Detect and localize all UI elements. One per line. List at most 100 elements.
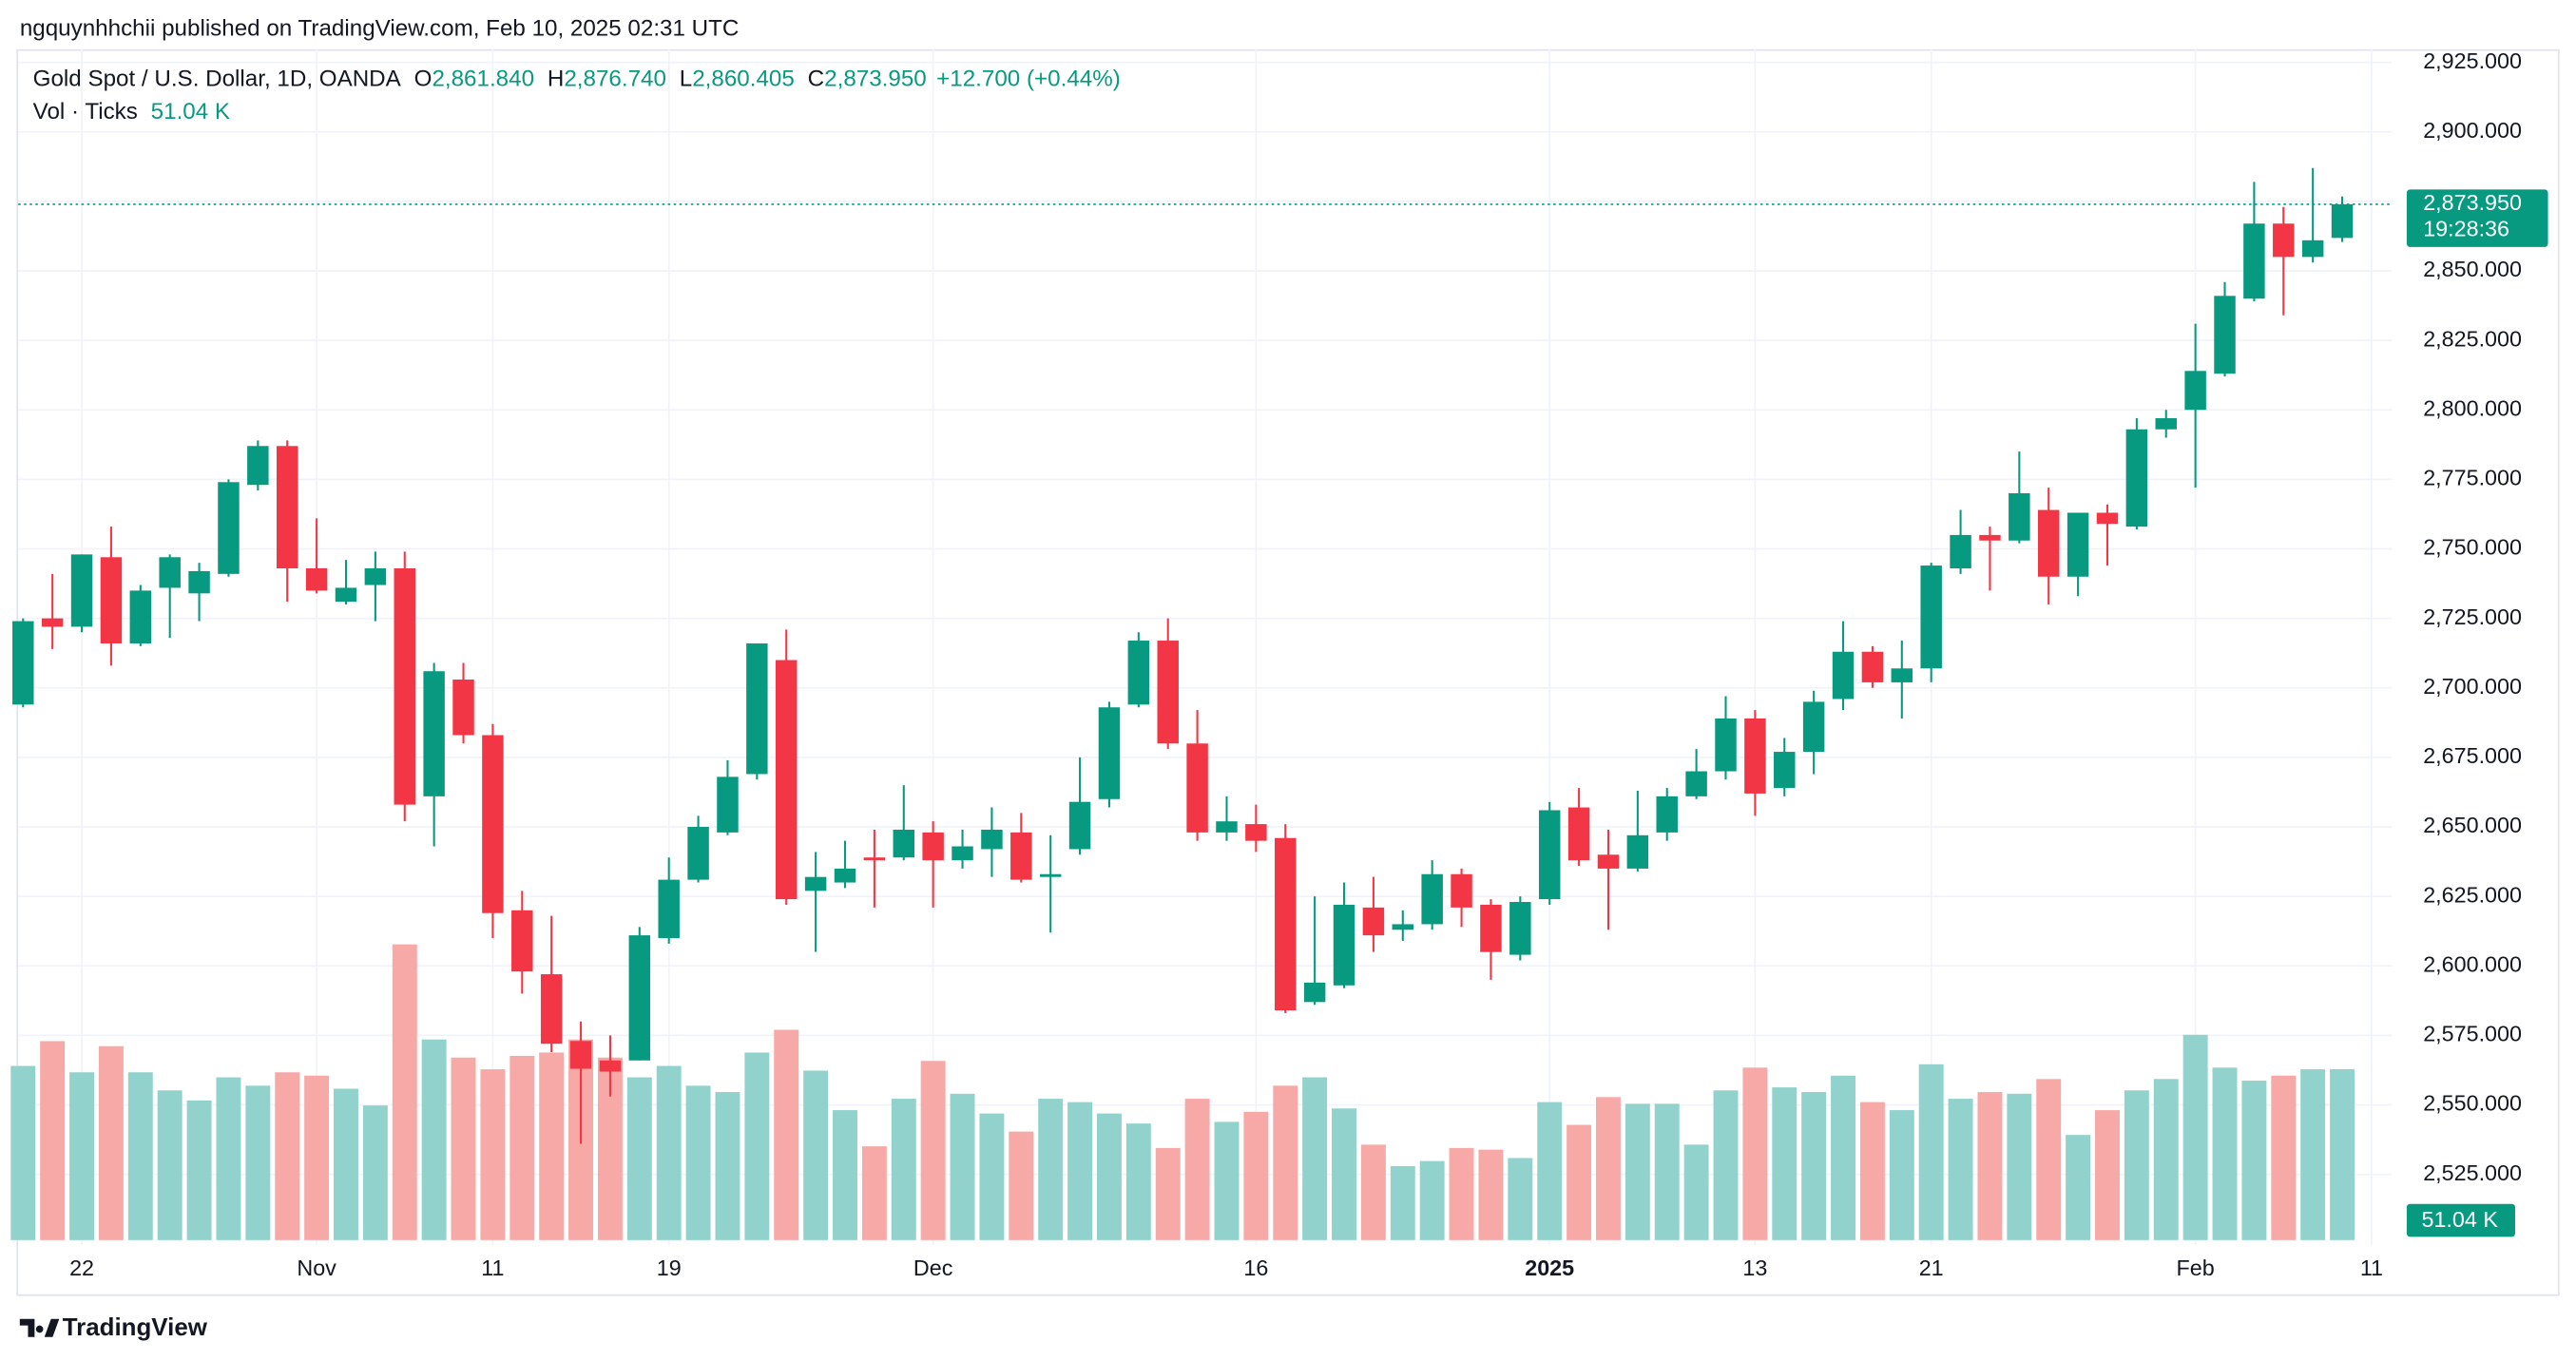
candle-body (1451, 873, 1472, 908)
ohlc-name: C (808, 67, 824, 92)
candle-body (12, 621, 34, 705)
volume-bar (1537, 1102, 1563, 1240)
candle-body (1832, 651, 1855, 700)
volume-bar (1801, 1092, 1827, 1240)
volume-bar (245, 1085, 271, 1240)
volume-bar (186, 1100, 212, 1240)
y-tick-label: 2,825.000 (2423, 326, 2522, 351)
x-tick-label: Nov (297, 1256, 336, 1280)
candle-body (41, 618, 64, 627)
candle-body (452, 679, 474, 736)
volume-bar (1125, 1123, 1151, 1240)
candle-body (1216, 821, 1238, 833)
volume-label-box (2406, 1203, 2515, 1237)
x-tick-label: 13 (1742, 1256, 1767, 1280)
grid (18, 48, 2393, 1245)
y-tick-label: 2,575.000 (2423, 1022, 2522, 1046)
volume-bar (2036, 1079, 2062, 1240)
y-tick-label: 2,550.000 (2423, 1091, 2522, 1116)
volume-bar (275, 1072, 300, 1240)
candle-body (1597, 854, 1620, 869)
y-tick-label: 2,750.000 (2423, 535, 2522, 560)
candle-body (305, 567, 328, 591)
change: +12.700 (+0.44%) (936, 67, 1121, 92)
candle-body (1950, 534, 1971, 568)
volume-bar (1742, 1067, 1768, 1240)
volume-bar (40, 1041, 66, 1240)
volume-bar (803, 1070, 829, 1240)
volume-bar (715, 1092, 740, 1240)
candle-body (1567, 807, 1590, 861)
candle-body (129, 590, 152, 643)
candle-body (1480, 904, 1502, 952)
volume-bar (1772, 1087, 1797, 1240)
volume-bar (1977, 1092, 2003, 1240)
volume-bar (2182, 1034, 2208, 1240)
candle-body (188, 570, 210, 594)
candle-body (1157, 641, 1179, 744)
ohlc-value: 2,860.405 (692, 67, 795, 92)
candle-body (628, 935, 651, 1061)
volume-bar (216, 1077, 241, 1240)
y-tick-label: 2,525.000 (2423, 1160, 2522, 1185)
volume-bar (950, 1093, 975, 1240)
ohlc-value: 2,876.740 (564, 67, 666, 92)
candle-body (1861, 651, 1884, 682)
volume-bar (1918, 1064, 1944, 1240)
candle-body (1362, 907, 1385, 936)
volume-bar (2153, 1079, 2179, 1240)
axes: 2,525.000 2,550.000 2,575.000 2,600.000 2,62… (18, 48, 2548, 1280)
volume-bar (774, 1029, 799, 1240)
candle-body (100, 557, 123, 643)
volume-bar (1302, 1077, 1328, 1240)
volume-bar (1683, 1144, 1709, 1240)
volume-bar (2007, 1093, 2032, 1240)
y-tick-label: 2,850.000 (2423, 257, 2522, 281)
candle-body (2009, 493, 2030, 541)
candle-body (2301, 240, 2324, 258)
candle-body (1744, 718, 1766, 794)
candle-body (218, 482, 240, 574)
volume-bar (1184, 1099, 1210, 1240)
candle-body (863, 857, 886, 861)
volume-bar (98, 1045, 124, 1240)
volume-bar (861, 1146, 887, 1240)
header: Gold Spot / U.S. Dollar, 1D, OANDA O2,861… (33, 67, 1121, 92)
candle-body (1098, 707, 1121, 799)
x-tick-label: 11 (481, 1256, 504, 1280)
candle-body (2331, 203, 2354, 239)
volume-bar (1654, 1103, 1680, 1240)
volume-bar (1889, 1110, 1914, 1240)
candle-body (776, 660, 798, 900)
volume-bar (1624, 1103, 1650, 1240)
x-tick-label: 2025 (1525, 1256, 1574, 1280)
volume-bar (891, 1099, 916, 1240)
candle-body (2243, 223, 2265, 299)
candle-body (1245, 824, 1267, 841)
volume-bar (1390, 1165, 1415, 1240)
candle-body (746, 642, 768, 775)
volume-bar (392, 944, 417, 1240)
candle-body (1626, 834, 1649, 869)
y-tick-label: 2,625.000 (2423, 882, 2522, 907)
volume-bar (1449, 1147, 1474, 1240)
candle-body (1068, 801, 1091, 850)
candle-body (2155, 418, 2177, 430)
volume-bar (833, 1110, 857, 1240)
brand-logo (19, 1318, 60, 1337)
candle-body (2125, 429, 2148, 527)
volume-bar (2066, 1135, 2091, 1240)
y-tick-label: 2,650.000 (2423, 813, 2522, 837)
ohlc-name: O (414, 67, 433, 92)
candle-body (1039, 873, 1062, 877)
last-price-label: 2,873.950 (2423, 190, 2522, 215)
candle-body (394, 567, 415, 805)
x-tick-label: 11 (2360, 1256, 2383, 1280)
ohlc-value: 2,873.950 (824, 67, 927, 92)
publisher: ngquynhhchii published on TradingView.co… (20, 15, 740, 41)
candles (12, 167, 2354, 1144)
candle-body (1392, 924, 1414, 930)
volume-bar (2300, 1069, 2326, 1240)
x-tick-label: 19 (657, 1256, 682, 1280)
